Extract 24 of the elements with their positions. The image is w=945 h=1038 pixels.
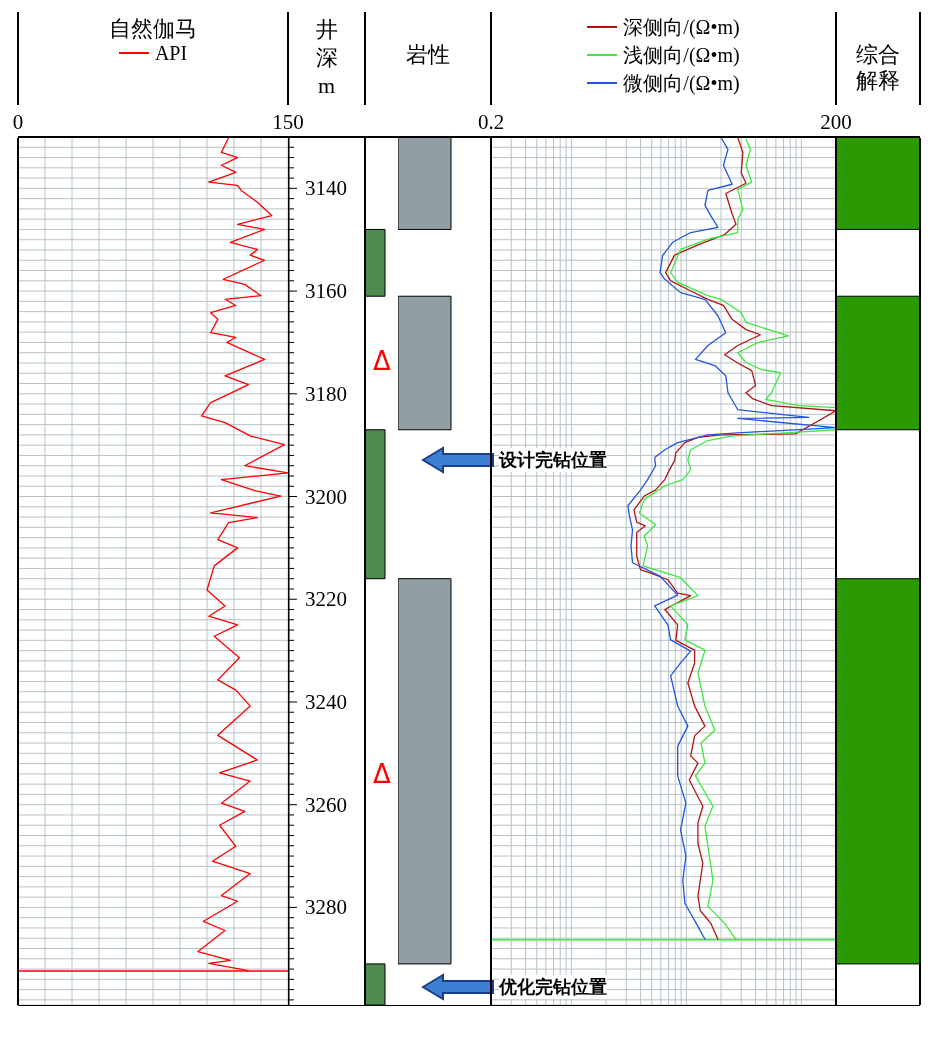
legend-label: 微侧向/(Ω•m) [623,72,740,94]
x-tick-label: 0.2 [476,110,506,134]
y-tick-label: 3240 [305,689,347,714]
legend-label: 深侧向/(Ω•m) [623,16,740,38]
chart-title: 综合解释 [855,42,901,94]
y-tick-label: 3180 [305,381,347,406]
legend-label: 浅侧向/(Ω•m) [623,44,740,66]
chart-title: 岩性 [405,42,451,68]
y-axis-title: 井深 m [314,16,339,100]
x-tick-label: 0 [11,110,25,134]
annotation: Δ [373,759,391,789]
x-tick-label: 200 [819,110,853,134]
y-tick-label: 3260 [305,792,347,817]
chart-title: 自然伽马 [108,16,198,42]
annotation: Δ [373,346,391,376]
y-tick-label: 3220 [305,587,347,612]
legend-label: API [154,42,188,64]
y-tick-label: 3200 [305,484,347,509]
y-tick-label: 3160 [305,279,347,304]
x-tick-label: 150 [271,110,305,134]
annotation: 优化完钻位置 [499,975,607,999]
annotation: 设计完钻位置 [499,448,607,472]
y-tick-label: 3280 [305,895,347,920]
y-tick-label: 3140 [305,176,347,201]
